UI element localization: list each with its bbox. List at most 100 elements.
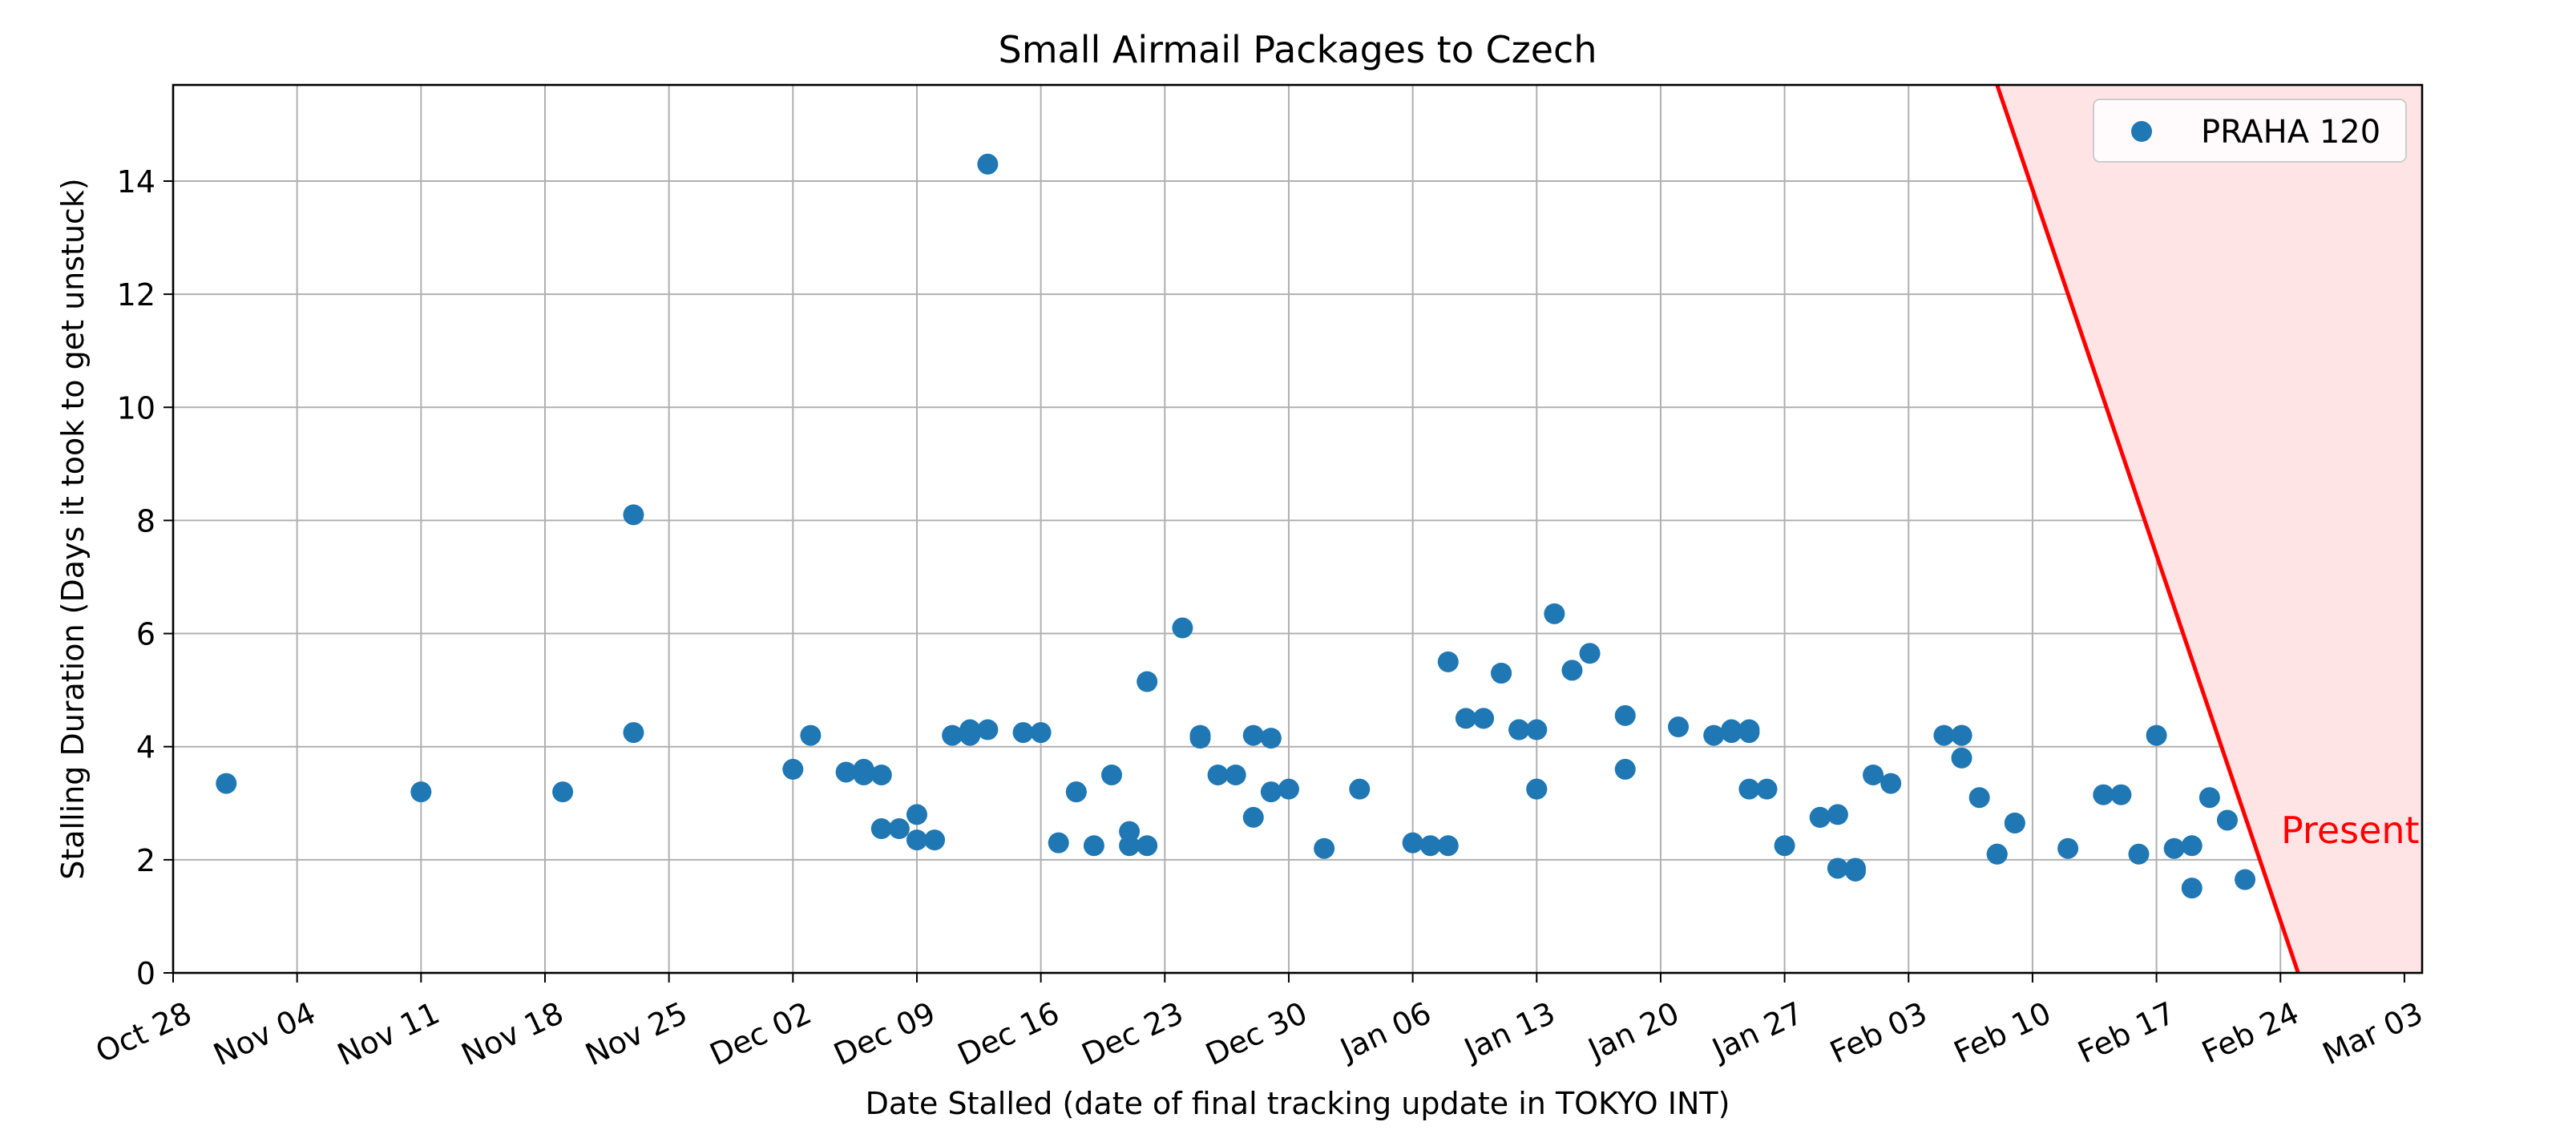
data-point (1419, 835, 1441, 857)
data-point (1738, 778, 1760, 800)
data-point (1827, 857, 1848, 879)
data-points (216, 153, 2256, 899)
y-tick-label-14: 14 (117, 164, 155, 200)
data-point (1561, 660, 1583, 681)
data-point (1437, 835, 1459, 857)
data-point (1455, 708, 1476, 729)
data-point (1544, 603, 1565, 624)
data-point (1668, 716, 1690, 738)
data-point (2110, 784, 2132, 805)
data-point (1083, 835, 1104, 857)
data-point (623, 504, 644, 526)
data-point (1065, 781, 1087, 803)
y-tick-label-0: 0 (136, 956, 155, 991)
data-point (1030, 722, 1052, 744)
data-point (1526, 778, 1548, 800)
plot-frame (172, 83, 2424, 975)
data-point (1225, 764, 1246, 785)
data-point (1827, 804, 1848, 825)
data-point (1349, 778, 1371, 800)
data-point (959, 719, 981, 740)
data-point (216, 773, 237, 794)
data-point (782, 758, 804, 780)
data-point (2004, 812, 2025, 833)
data-point (1402, 832, 1423, 853)
present-label: Present (2281, 809, 2420, 852)
data-point (1986, 843, 2008, 865)
data-point (1260, 728, 1282, 749)
data-point (1756, 778, 1778, 800)
data-point (888, 818, 910, 840)
data-point (2181, 835, 2203, 857)
data-point (1172, 617, 1193, 639)
y-tick-label-6: 6 (136, 617, 155, 652)
data-point (924, 829, 946, 851)
data-point (870, 818, 892, 840)
data-point (1933, 724, 1955, 746)
data-point (1844, 857, 1866, 879)
present-marker: Present (1995, 84, 2420, 974)
data-point (977, 719, 999, 740)
data-point (1863, 764, 1884, 785)
data-point (2163, 837, 2185, 859)
data-point (2216, 809, 2238, 831)
data-point (1951, 747, 1972, 769)
data-point (1508, 719, 1530, 740)
data-point (623, 722, 644, 744)
data-point (2057, 837, 2079, 859)
legend-box (2093, 99, 2407, 163)
present-region (1997, 85, 2422, 973)
data-point (2146, 724, 2167, 746)
data-point (1472, 708, 1494, 729)
data-point (977, 153, 999, 175)
legend-label-praha-120: PRAHA 120 (2201, 114, 2380, 151)
data-point (1242, 724, 1264, 746)
y-tick-label-12: 12 (117, 277, 155, 313)
data-point (906, 804, 927, 825)
data-point (1491, 662, 1512, 684)
data-point (906, 829, 927, 851)
y-axis: 0 2 4 6 8 10 12 14 (117, 164, 173, 991)
y-tick-label-2: 2 (136, 843, 155, 878)
data-point (2181, 878, 2203, 899)
data-point (1880, 773, 1902, 794)
y-axis-label: Stalling Duration (Days it took to get u… (55, 178, 91, 880)
data-point (1614, 704, 1636, 726)
data-point (2128, 843, 2150, 865)
data-point (800, 724, 822, 746)
present-line (1995, 84, 2300, 974)
data-point (835, 761, 857, 783)
data-point (1968, 787, 1990, 809)
data-point (1614, 758, 1636, 780)
data-point (1809, 806, 1831, 828)
data-point (1579, 643, 1601, 664)
data-point (1260, 781, 1282, 803)
data-point (1774, 835, 1795, 857)
y-tick-label-8: 8 (136, 503, 155, 539)
y-tick-label-4: 4 (136, 730, 155, 765)
data-point (1242, 806, 1264, 828)
data-point (1314, 837, 1335, 859)
data-point (1526, 719, 1548, 740)
data-point (1137, 671, 1158, 692)
chart-title: Small Airmail Packages to Czech (999, 28, 1597, 71)
data-point (2198, 787, 2220, 809)
data-point (410, 781, 432, 803)
data-point (1738, 719, 1760, 740)
data-point (2093, 784, 2114, 805)
legend: PRAHA 120 (2093, 99, 2407, 163)
data-point (1189, 728, 1211, 749)
x-axis-label: Date Stalled (date of final tracking upd… (866, 1086, 1730, 1121)
data-point (1048, 832, 1069, 853)
data-point (870, 764, 892, 785)
data-point (2235, 869, 2256, 890)
data-point (942, 724, 963, 746)
data-point (1207, 764, 1229, 785)
y-tick-label-10: 10 (117, 390, 155, 426)
data-point (853, 764, 874, 785)
data-point (1137, 835, 1158, 857)
data-point (1703, 724, 1725, 746)
data-point (1721, 719, 1742, 740)
legend-marker (2131, 121, 2152, 142)
